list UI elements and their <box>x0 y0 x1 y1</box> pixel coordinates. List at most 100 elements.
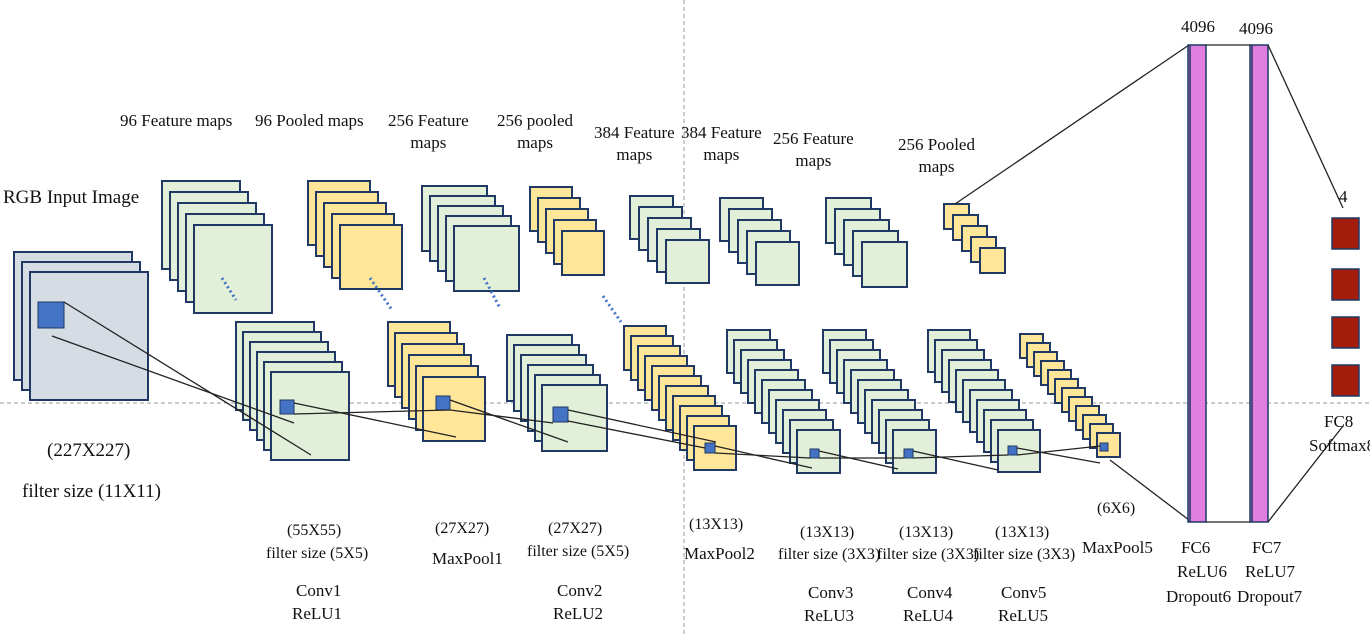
conv5-filter-square <box>1007 445 1018 456</box>
pool2-name: MaxPool2 <box>684 544 755 563</box>
input-size: (227X227) <box>47 440 131 461</box>
fc8-output-node <box>1331 268 1360 301</box>
label-line: maps <box>517 133 553 152</box>
fc6-units: 4096 <box>1181 17 1215 36</box>
connector-line <box>449 399 569 443</box>
input-filter-square <box>37 301 65 329</box>
connector-line <box>567 420 706 449</box>
connector-line <box>293 409 451 415</box>
label-96-pooled-maps: 96 Pooled maps <box>255 111 364 130</box>
input-image-stack <box>13 251 149 401</box>
conv5-activation: ReLU5 <box>998 606 1049 625</box>
pool2-filter-square <box>704 442 716 454</box>
fc8-name: FC8 <box>1324 412 1354 431</box>
connector-line <box>912 450 999 471</box>
pool2-top-ellipsis <box>601 295 623 323</box>
label-line: maps <box>918 157 955 176</box>
fc6-activation: ReLU6 <box>1177 562 1228 581</box>
label-256-pooled-maps: 256 pooled maps <box>497 110 573 154</box>
fc8-output-node <box>1331 217 1360 250</box>
conv3-top-stack <box>629 195 710 284</box>
pool5-name: MaxPool5 <box>1082 538 1153 557</box>
connector-line <box>1267 425 1344 523</box>
conv3-activation: ReLU3 <box>804 606 855 625</box>
connector-line <box>567 409 717 443</box>
fc8-output-node <box>1331 316 1360 349</box>
label-line: maps <box>410 133 447 152</box>
conv2-filter-square <box>552 406 569 423</box>
conv5-filter-size: filter size (3X3) <box>973 546 1076 563</box>
conv2-top-ellipsis <box>482 277 502 309</box>
pool1-filter-square <box>435 395 451 411</box>
input-filter-size: filter size (11X11) <box>22 481 161 502</box>
feature-map <box>561 230 605 276</box>
pool2-bottom-stack <box>623 325 737 471</box>
pool5-size: (6X6) <box>1097 500 1136 517</box>
conv1-name: Conv1 <box>296 581 342 600</box>
conv2-bottom-stack <box>506 334 608 452</box>
conv2-filter-size: filter size (5X5) <box>527 543 630 560</box>
feature-map <box>193 224 273 314</box>
conv3-bottom-stack <box>726 329 841 474</box>
label-256-feature-maps-2: 256 Feature maps <box>773 128 854 172</box>
conv3-filter-size: filter size (3X3) <box>778 546 881 563</box>
label-96-feature-maps: 96 Feature maps <box>120 111 233 130</box>
fc7-bar <box>1249 44 1269 523</box>
fc8-units: 4 <box>1339 187 1348 206</box>
connector-line <box>1109 459 1190 521</box>
conv3-size: (13X13) <box>800 524 855 541</box>
pool1-bottom-stack <box>387 321 486 442</box>
connector-line <box>63 301 312 456</box>
pool2-size: (13X13) <box>689 516 744 533</box>
pool5-bottom-stack <box>1019 333 1121 458</box>
label-line: maps <box>795 151 832 170</box>
conv1-bottom-stack <box>235 321 350 461</box>
conv4-top-stack <box>719 197 800 286</box>
label-384-feature-maps-2: 384 Feature maps <box>681 122 762 166</box>
conv5-size: (13X13) <box>995 524 1050 541</box>
connector-line <box>714 452 811 459</box>
feature-map <box>453 225 520 292</box>
conv5-bottom-stack <box>927 329 1041 473</box>
conv2-activation: ReLU2 <box>553 604 604 623</box>
label-line: 256 pooled <box>497 111 574 130</box>
fc-bar <box>1187 44 1207 523</box>
label-line: maps <box>616 145 653 164</box>
conv5-top-stack <box>825 197 908 288</box>
connector-line <box>912 454 1009 459</box>
pool5-top-stack <box>943 203 1006 274</box>
conv2-size: (27X27) <box>548 520 603 537</box>
fc7-activation: ReLU7 <box>1245 562 1296 581</box>
feature-map <box>541 384 608 452</box>
feature-map <box>979 247 1006 274</box>
conv4-filter-square <box>903 448 914 459</box>
feature-map <box>270 371 350 461</box>
feature-map <box>755 241 800 286</box>
conv1-filter-size: filter size (5X5) <box>266 545 369 562</box>
label-line: 256 Feature <box>773 129 854 148</box>
feature-map <box>29 271 149 401</box>
conv2-top-stack <box>421 185 520 292</box>
fc7-name: FC7 <box>1252 538 1282 557</box>
label-line: 384 Feature <box>681 123 762 142</box>
conv5-name: Conv5 <box>1001 583 1047 602</box>
conv2-name: Conv2 <box>557 581 603 600</box>
feature-map <box>665 239 710 284</box>
connector-line <box>1267 44 1344 209</box>
fc7-units: 4096 <box>1239 19 1273 38</box>
connector-line <box>818 450 899 470</box>
connector-line <box>293 402 457 438</box>
connector-line <box>449 409 554 424</box>
conv1-top-stack <box>161 180 273 314</box>
pool5-filter-square <box>1099 442 1109 452</box>
label-line: 384 Feature <box>594 123 675 142</box>
pool1-size: (27X27) <box>435 520 490 537</box>
connector-lines <box>51 44 1190 521</box>
conv4-size: (13X13) <box>899 524 954 541</box>
conv3-filter-square <box>809 448 820 459</box>
conv4-bottom-stack <box>822 329 937 474</box>
fc8-activation: Softmax8 <box>1309 436 1370 455</box>
fc6-dropout: Dropout6 <box>1166 587 1232 606</box>
